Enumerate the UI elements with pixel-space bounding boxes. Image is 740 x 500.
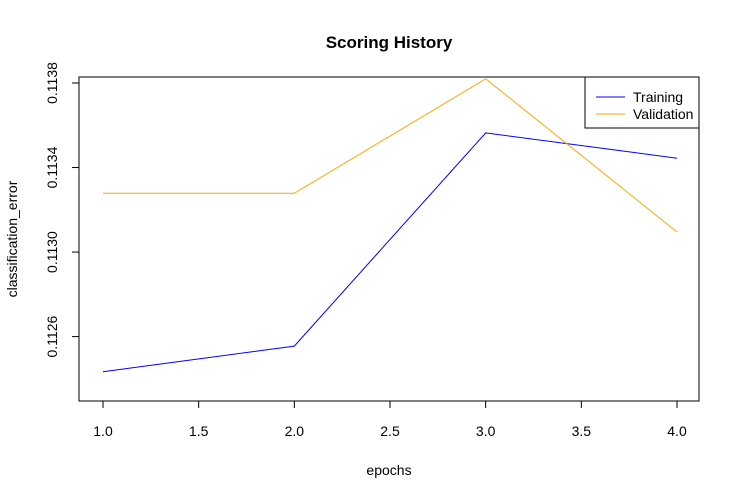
x-tick-label: 3.5 [572,423,592,439]
y-tick-label: 0.1138 [44,62,60,104]
x-tick-label: 4.0 [667,423,687,439]
chart-title: Scoring History [326,33,453,52]
series-line-training [102,132,678,373]
x-axis: 1.0 1.5 2.0 2.5 3.0 3.5 4.0 [93,400,687,439]
x-tick-label: 2.0 [285,423,305,439]
x-tick-label: 1.5 [189,423,209,439]
y-axis: 0.1126 0.1130 0.1134 0.1138 [44,62,80,357]
legend-box [584,76,700,129]
y-tick-label: 0.1130 [44,231,60,273]
x-axis-label: epochs [366,462,411,478]
legend-label-validation: Validation [633,106,693,122]
legend: Training Validation [584,76,700,129]
x-tick-label: 2.5 [380,423,400,439]
y-tick-label: 0.1134 [44,146,60,188]
series-layer [102,78,678,373]
legend-label-training: Training [633,89,683,105]
y-axis-label: classification_error [4,180,20,297]
x-tick-label: 3.0 [476,423,496,439]
y-tick-label: 0.1126 [44,315,60,357]
series-line-validation [103,78,678,233]
x-tick-label: 1.0 [93,423,113,439]
